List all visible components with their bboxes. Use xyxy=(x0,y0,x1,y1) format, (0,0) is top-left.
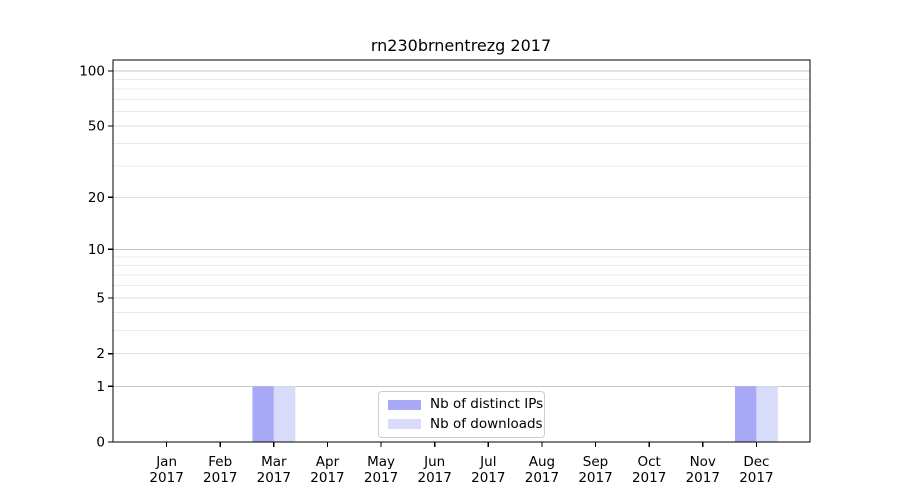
x-tick-label-month-jun: Jun xyxy=(423,454,445,470)
x-tick-label-year-jul: 2017 xyxy=(471,470,505,486)
y-tick-label-50: 50 xyxy=(88,119,105,135)
x-tick-label-year-dec: 2017 xyxy=(739,470,773,486)
y-tick-label-20: 20 xyxy=(88,190,105,206)
x-tick-label-year-oct: 2017 xyxy=(632,470,666,486)
bars-layer xyxy=(252,386,778,442)
x-tick-label-year-aug: 2017 xyxy=(525,470,559,486)
x-tick-label-month-mar: Mar xyxy=(261,454,287,470)
y-tick-label-0: 0 xyxy=(96,435,105,451)
y-tick-label-1: 1 xyxy=(96,379,105,395)
x-tick-label-month-feb: Feb xyxy=(208,454,232,470)
legend: Nb of distinct IPs Nb of downloads xyxy=(378,391,545,438)
x-tick-label-month-sep: Sep xyxy=(583,454,608,470)
bar-distinct-ips-dec xyxy=(734,386,757,442)
axes-layer: 0125102050100Jan2017Feb2017Mar2017Apr201… xyxy=(79,59,811,486)
y-tick-label-100: 100 xyxy=(79,64,105,80)
grid-layer xyxy=(113,70,810,387)
x-tick-label-year-nov: 2017 xyxy=(686,470,720,486)
legend-swatch-distinct-ips xyxy=(388,399,421,410)
y-tick-label-10: 10 xyxy=(88,242,105,258)
y-tick-label-5: 5 xyxy=(96,291,105,307)
x-tick-label-month-dec: Dec xyxy=(743,454,769,470)
x-tick-label-year-feb: 2017 xyxy=(203,470,237,486)
x-tick-label-month-aug: Aug xyxy=(529,454,555,470)
x-tick-label-year-jan: 2017 xyxy=(149,470,183,486)
bar-downloads-dec xyxy=(756,386,778,442)
x-tick-label-year-apr: 2017 xyxy=(310,470,344,486)
legend-item-downloads: Nb of downloads xyxy=(388,417,543,432)
x-tick-label-year-may: 2017 xyxy=(364,470,398,486)
legend-label-distinct-ips: Nb of distinct IPs xyxy=(430,396,544,412)
x-tick-label-month-oct: Oct xyxy=(637,454,660,470)
chart-title: rn230brnentrezg 2017 xyxy=(371,36,551,55)
x-tick-label-year-jun: 2017 xyxy=(418,470,452,486)
x-tick-label-month-may: May xyxy=(367,454,395,470)
legend-swatch-downloads xyxy=(388,419,421,430)
bar-distinct-ips-mar xyxy=(252,386,274,442)
x-tick-label-month-apr: Apr xyxy=(316,454,340,470)
legend-label-downloads: Nb of downloads xyxy=(430,415,543,432)
legend-item-distinct-ips: Nb of distinct IPs xyxy=(388,397,543,412)
x-tick-label-month-nov: Nov xyxy=(690,454,716,470)
y-tick-label-2: 2 xyxy=(96,346,105,362)
x-tick-label-month-jul: Jul xyxy=(479,454,496,470)
x-tick-label-month-jan: Jan xyxy=(155,454,177,470)
bar-downloads-mar xyxy=(273,386,296,442)
x-tick-label-year-mar: 2017 xyxy=(257,470,291,486)
plot-frame xyxy=(112,59,811,443)
x-tick-label-year-sep: 2017 xyxy=(578,470,612,486)
